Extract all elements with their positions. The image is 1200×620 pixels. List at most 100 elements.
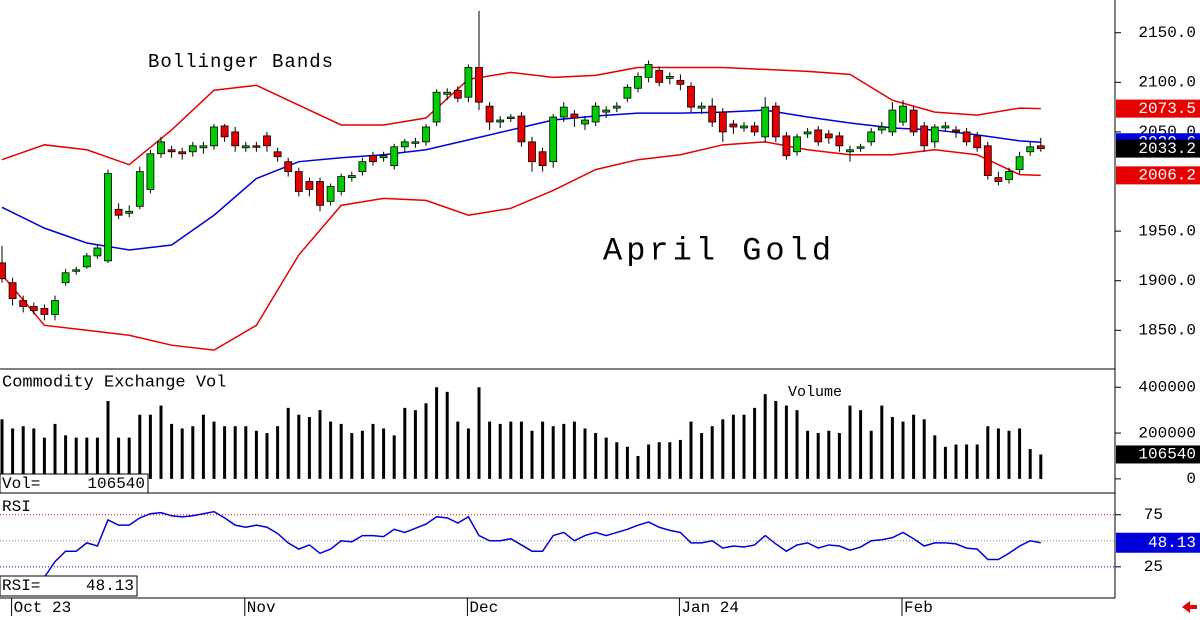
candle-body: [517, 115, 526, 143]
candle-body: [602, 109, 611, 113]
y-tick-label: 1950.0: [1138, 222, 1196, 240]
candle-body: [432, 91, 441, 123]
volume-bar: [943, 446, 947, 479]
candle-body: [210, 126, 218, 147]
volume-bar: [753, 407, 757, 479]
candle-body: [697, 105, 706, 109]
panel-title: RSI: [2, 498, 31, 516]
candle-body: [188, 145, 197, 153]
candle-body: [51, 300, 59, 315]
candle-body: [400, 141, 409, 148]
value-badge-label: 48.13: [1148, 534, 1196, 552]
volume-bar: [541, 421, 545, 479]
volume-bar: [742, 414, 746, 479]
volume-bar: [85, 437, 89, 479]
candle-body: [909, 109, 918, 133]
candle-body: [104, 173, 112, 262]
volume-bar: [965, 444, 969, 479]
volume-bar: [615, 442, 619, 479]
volume-bar: [710, 426, 714, 479]
volume-bar: [254, 430, 258, 479]
volume-bar: [975, 444, 979, 479]
candle-body: [464, 67, 473, 98]
candle-body: [793, 136, 801, 153]
volume-bar: [382, 428, 386, 479]
volume-bar: [880, 405, 884, 479]
candle-body: [305, 181, 314, 190]
y-tick-label: 2150.0: [1138, 24, 1196, 42]
volume-bar: [212, 421, 216, 479]
readout-label: Vol=: [2, 475, 40, 493]
x-tick-label: Jan 24: [681, 599, 739, 617]
volume-bar: [318, 410, 322, 479]
volume-bar: [890, 417, 894, 479]
candle-body: [559, 106, 568, 118]
volume-bar: [806, 430, 810, 479]
candle-body: [231, 131, 240, 147]
band-line: [1, 66, 1041, 166]
y-tick-label: 1900.0: [1138, 272, 1196, 290]
band-line: [1, 141, 1041, 351]
volume-bar: [392, 435, 396, 479]
candle-body: [761, 106, 770, 138]
volume-bar: [42, 437, 46, 479]
candle-body: [824, 133, 833, 139]
x-tick-label: Oct 23: [14, 599, 72, 617]
candle-body: [485, 105, 494, 123]
volume-bar: [286, 407, 290, 479]
readout-box: [0, 575, 138, 597]
y-tick-label: 75: [1144, 506, 1163, 524]
candle-body: [178, 151, 187, 155]
plot-layer: [0, 10, 1121, 578]
candle-body: [316, 181, 324, 206]
volume-bar: [1018, 428, 1022, 479]
candle-body: [994, 177, 1003, 182]
value-badge: [1116, 139, 1200, 158]
volume-bar: [519, 421, 523, 479]
y-tick-label: 400000: [1138, 378, 1196, 396]
volume-bar: [922, 419, 926, 479]
candle-body: [506, 116, 515, 119]
volume-bar: [562, 423, 566, 479]
volume-bar: [551, 426, 555, 479]
candle-body: [782, 135, 791, 157]
candle-body: [856, 146, 865, 149]
y-tick-label: 200000: [1138, 424, 1196, 442]
candle-body: [1036, 145, 1045, 149]
volume-bar: [0, 419, 4, 479]
candle-body: [390, 146, 399, 167]
chart-title: April Gold: [603, 232, 835, 269]
volume-bar: [307, 417, 311, 479]
y-tick-label: 0: [1186, 470, 1196, 488]
volume-bar: [201, 414, 205, 479]
value-badge-label: 2006.2: [1138, 167, 1196, 185]
candle-body: [475, 67, 483, 103]
volume-bar: [816, 433, 820, 479]
candle-body: [771, 105, 780, 138]
candle-body: [814, 129, 823, 143]
readout-box: [0, 473, 149, 494]
candle-body: [687, 85, 695, 108]
volume-bar: [604, 437, 608, 479]
candle-body: [411, 141, 420, 144]
volume-bar: [912, 414, 916, 479]
candle-body: [665, 75, 674, 79]
volume-bar: [689, 421, 693, 479]
readout-value: 48.13: [86, 577, 134, 595]
value-badge-label: 2073.5: [1138, 100, 1196, 118]
y-tick-label: 2100.0: [1138, 74, 1196, 92]
volume-bar: [148, 414, 152, 479]
volume-bar: [488, 421, 492, 479]
volume-bar: [265, 433, 269, 479]
volume-bar: [774, 401, 778, 479]
volume-bar: [530, 430, 534, 479]
volume-bar: [466, 428, 470, 479]
volume-bar: [244, 426, 248, 479]
value-badge: [1116, 99, 1200, 118]
candle-body: [294, 171, 303, 192]
candle-body: [199, 145, 208, 149]
volume-bar: [424, 403, 428, 479]
scroll-arrow[interactable]: [1182, 601, 1197, 613]
candle-body: [241, 145, 250, 149]
